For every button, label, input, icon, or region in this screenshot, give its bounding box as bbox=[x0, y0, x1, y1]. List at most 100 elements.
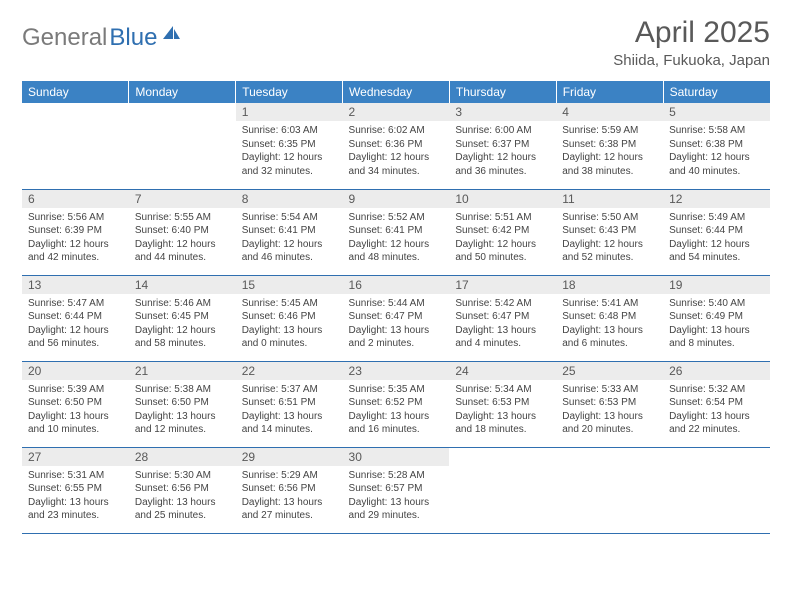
day-cell: 11Sunrise: 5:50 AMSunset: 6:43 PMDayligh… bbox=[556, 189, 663, 275]
day-number: 27 bbox=[22, 448, 129, 466]
weekday-monday: Monday bbox=[129, 81, 236, 103]
day-number: 16 bbox=[343, 276, 450, 294]
day-number: 20 bbox=[22, 362, 129, 380]
week-row: 27Sunrise: 5:31 AMSunset: 6:55 PMDayligh… bbox=[22, 447, 770, 533]
week-row: 20Sunrise: 5:39 AMSunset: 6:50 PMDayligh… bbox=[22, 361, 770, 447]
calendar-page: GeneralBlue April 2025 Shiida, Fukuoka, … bbox=[0, 0, 792, 550]
day-number: 26 bbox=[663, 362, 770, 380]
day-cell: 19Sunrise: 5:40 AMSunset: 6:49 PMDayligh… bbox=[663, 275, 770, 361]
day-details: Sunrise: 5:52 AMSunset: 6:41 PMDaylight:… bbox=[343, 208, 450, 269]
day-number: 24 bbox=[449, 362, 556, 380]
day-number: 29 bbox=[236, 448, 343, 466]
week-row: 1Sunrise: 6:03 AMSunset: 6:35 PMDaylight… bbox=[22, 103, 770, 189]
empty-cell bbox=[449, 447, 556, 533]
day-number: 17 bbox=[449, 276, 556, 294]
day-cell: 14Sunrise: 5:46 AMSunset: 6:45 PMDayligh… bbox=[129, 275, 236, 361]
day-details: Sunrise: 5:44 AMSunset: 6:47 PMDaylight:… bbox=[343, 294, 450, 355]
day-details: Sunrise: 5:37 AMSunset: 6:51 PMDaylight:… bbox=[236, 380, 343, 441]
day-cell: 17Sunrise: 5:42 AMSunset: 6:47 PMDayligh… bbox=[449, 275, 556, 361]
day-cell: 28Sunrise: 5:30 AMSunset: 6:56 PMDayligh… bbox=[129, 447, 236, 533]
day-details: Sunrise: 5:38 AMSunset: 6:50 PMDaylight:… bbox=[129, 380, 236, 441]
day-cell: 3Sunrise: 6:00 AMSunset: 6:37 PMDaylight… bbox=[449, 103, 556, 189]
day-details: Sunrise: 5:54 AMSunset: 6:41 PMDaylight:… bbox=[236, 208, 343, 269]
day-number: 13 bbox=[22, 276, 129, 294]
day-details: Sunrise: 5:40 AMSunset: 6:49 PMDaylight:… bbox=[663, 294, 770, 355]
weekday-friday: Friday bbox=[556, 81, 663, 103]
day-number: 22 bbox=[236, 362, 343, 380]
logo-text-blue: Blue bbox=[109, 24, 157, 52]
calendar-body: 1Sunrise: 6:03 AMSunset: 6:35 PMDaylight… bbox=[22, 103, 770, 533]
day-number: 3 bbox=[449, 103, 556, 121]
day-details: Sunrise: 5:51 AMSunset: 6:42 PMDaylight:… bbox=[449, 208, 556, 269]
day-details: Sunrise: 6:02 AMSunset: 6:36 PMDaylight:… bbox=[343, 121, 450, 182]
calendar-head: SundayMondayTuesdayWednesdayThursdayFrid… bbox=[22, 81, 770, 103]
day-cell: 23Sunrise: 5:35 AMSunset: 6:52 PMDayligh… bbox=[343, 361, 450, 447]
day-cell: 2Sunrise: 6:02 AMSunset: 6:36 PMDaylight… bbox=[343, 103, 450, 189]
day-details: Sunrise: 6:00 AMSunset: 6:37 PMDaylight:… bbox=[449, 121, 556, 182]
day-details: Sunrise: 5:30 AMSunset: 6:56 PMDaylight:… bbox=[129, 466, 236, 527]
day-details: Sunrise: 5:39 AMSunset: 6:50 PMDaylight:… bbox=[22, 380, 129, 441]
day-cell: 18Sunrise: 5:41 AMSunset: 6:48 PMDayligh… bbox=[556, 275, 663, 361]
empty-cell bbox=[556, 447, 663, 533]
header: GeneralBlue April 2025 Shiida, Fukuoka, … bbox=[22, 16, 770, 69]
day-details: Sunrise: 5:32 AMSunset: 6:54 PMDaylight:… bbox=[663, 380, 770, 441]
day-number: 2 bbox=[343, 103, 450, 121]
day-number: 6 bbox=[22, 190, 129, 208]
day-details: Sunrise: 6:03 AMSunset: 6:35 PMDaylight:… bbox=[236, 121, 343, 182]
day-details: Sunrise: 5:49 AMSunset: 6:44 PMDaylight:… bbox=[663, 208, 770, 269]
weekday-sunday: Sunday bbox=[22, 81, 129, 103]
day-number: 4 bbox=[556, 103, 663, 121]
day-cell: 26Sunrise: 5:32 AMSunset: 6:54 PMDayligh… bbox=[663, 361, 770, 447]
weekday-wednesday: Wednesday bbox=[343, 81, 450, 103]
weekday-tuesday: Tuesday bbox=[236, 81, 343, 103]
day-number: 8 bbox=[236, 190, 343, 208]
day-cell: 10Sunrise: 5:51 AMSunset: 6:42 PMDayligh… bbox=[449, 189, 556, 275]
day-details: Sunrise: 5:41 AMSunset: 6:48 PMDaylight:… bbox=[556, 294, 663, 355]
day-cell: 13Sunrise: 5:47 AMSunset: 6:44 PMDayligh… bbox=[22, 275, 129, 361]
day-number: 14 bbox=[129, 276, 236, 294]
day-cell: 4Sunrise: 5:59 AMSunset: 6:38 PMDaylight… bbox=[556, 103, 663, 189]
day-cell: 7Sunrise: 5:55 AMSunset: 6:40 PMDaylight… bbox=[129, 189, 236, 275]
week-row: 6Sunrise: 5:56 AMSunset: 6:39 PMDaylight… bbox=[22, 189, 770, 275]
day-cell: 24Sunrise: 5:34 AMSunset: 6:53 PMDayligh… bbox=[449, 361, 556, 447]
sail-icon bbox=[161, 24, 183, 47]
day-number: 12 bbox=[663, 190, 770, 208]
day-cell: 9Sunrise: 5:52 AMSunset: 6:41 PMDaylight… bbox=[343, 189, 450, 275]
logo: GeneralBlue bbox=[22, 24, 183, 52]
day-details: Sunrise: 5:47 AMSunset: 6:44 PMDaylight:… bbox=[22, 294, 129, 355]
day-cell: 22Sunrise: 5:37 AMSunset: 6:51 PMDayligh… bbox=[236, 361, 343, 447]
day-details: Sunrise: 5:50 AMSunset: 6:43 PMDaylight:… bbox=[556, 208, 663, 269]
day-cell: 15Sunrise: 5:45 AMSunset: 6:46 PMDayligh… bbox=[236, 275, 343, 361]
day-cell: 29Sunrise: 5:29 AMSunset: 6:56 PMDayligh… bbox=[236, 447, 343, 533]
day-number: 18 bbox=[556, 276, 663, 294]
day-number: 7 bbox=[129, 190, 236, 208]
day-number: 25 bbox=[556, 362, 663, 380]
day-number: 9 bbox=[343, 190, 450, 208]
day-details: Sunrise: 5:59 AMSunset: 6:38 PMDaylight:… bbox=[556, 121, 663, 182]
day-number: 15 bbox=[236, 276, 343, 294]
day-details: Sunrise: 5:35 AMSunset: 6:52 PMDaylight:… bbox=[343, 380, 450, 441]
calendar-table: SundayMondayTuesdayWednesdayThursdayFrid… bbox=[22, 81, 770, 534]
day-cell: 5Sunrise: 5:58 AMSunset: 6:38 PMDaylight… bbox=[663, 103, 770, 189]
day-details: Sunrise: 5:29 AMSunset: 6:56 PMDaylight:… bbox=[236, 466, 343, 527]
day-number: 21 bbox=[129, 362, 236, 380]
weekday-saturday: Saturday bbox=[663, 81, 770, 103]
day-number: 11 bbox=[556, 190, 663, 208]
day-cell: 20Sunrise: 5:39 AMSunset: 6:50 PMDayligh… bbox=[22, 361, 129, 447]
logo-text-gray: General bbox=[22, 24, 107, 52]
day-cell: 16Sunrise: 5:44 AMSunset: 6:47 PMDayligh… bbox=[343, 275, 450, 361]
day-details: Sunrise: 5:34 AMSunset: 6:53 PMDaylight:… bbox=[449, 380, 556, 441]
day-details: Sunrise: 5:45 AMSunset: 6:46 PMDaylight:… bbox=[236, 294, 343, 355]
empty-cell bbox=[22, 103, 129, 189]
location: Shiida, Fukuoka, Japan bbox=[613, 52, 770, 69]
day-cell: 12Sunrise: 5:49 AMSunset: 6:44 PMDayligh… bbox=[663, 189, 770, 275]
day-number: 1 bbox=[236, 103, 343, 121]
day-cell: 25Sunrise: 5:33 AMSunset: 6:53 PMDayligh… bbox=[556, 361, 663, 447]
day-details: Sunrise: 5:56 AMSunset: 6:39 PMDaylight:… bbox=[22, 208, 129, 269]
day-number: 5 bbox=[663, 103, 770, 121]
day-details: Sunrise: 5:33 AMSunset: 6:53 PMDaylight:… bbox=[556, 380, 663, 441]
day-number: 23 bbox=[343, 362, 450, 380]
day-cell: 1Sunrise: 6:03 AMSunset: 6:35 PMDaylight… bbox=[236, 103, 343, 189]
day-details: Sunrise: 5:28 AMSunset: 6:57 PMDaylight:… bbox=[343, 466, 450, 527]
day-details: Sunrise: 5:42 AMSunset: 6:47 PMDaylight:… bbox=[449, 294, 556, 355]
